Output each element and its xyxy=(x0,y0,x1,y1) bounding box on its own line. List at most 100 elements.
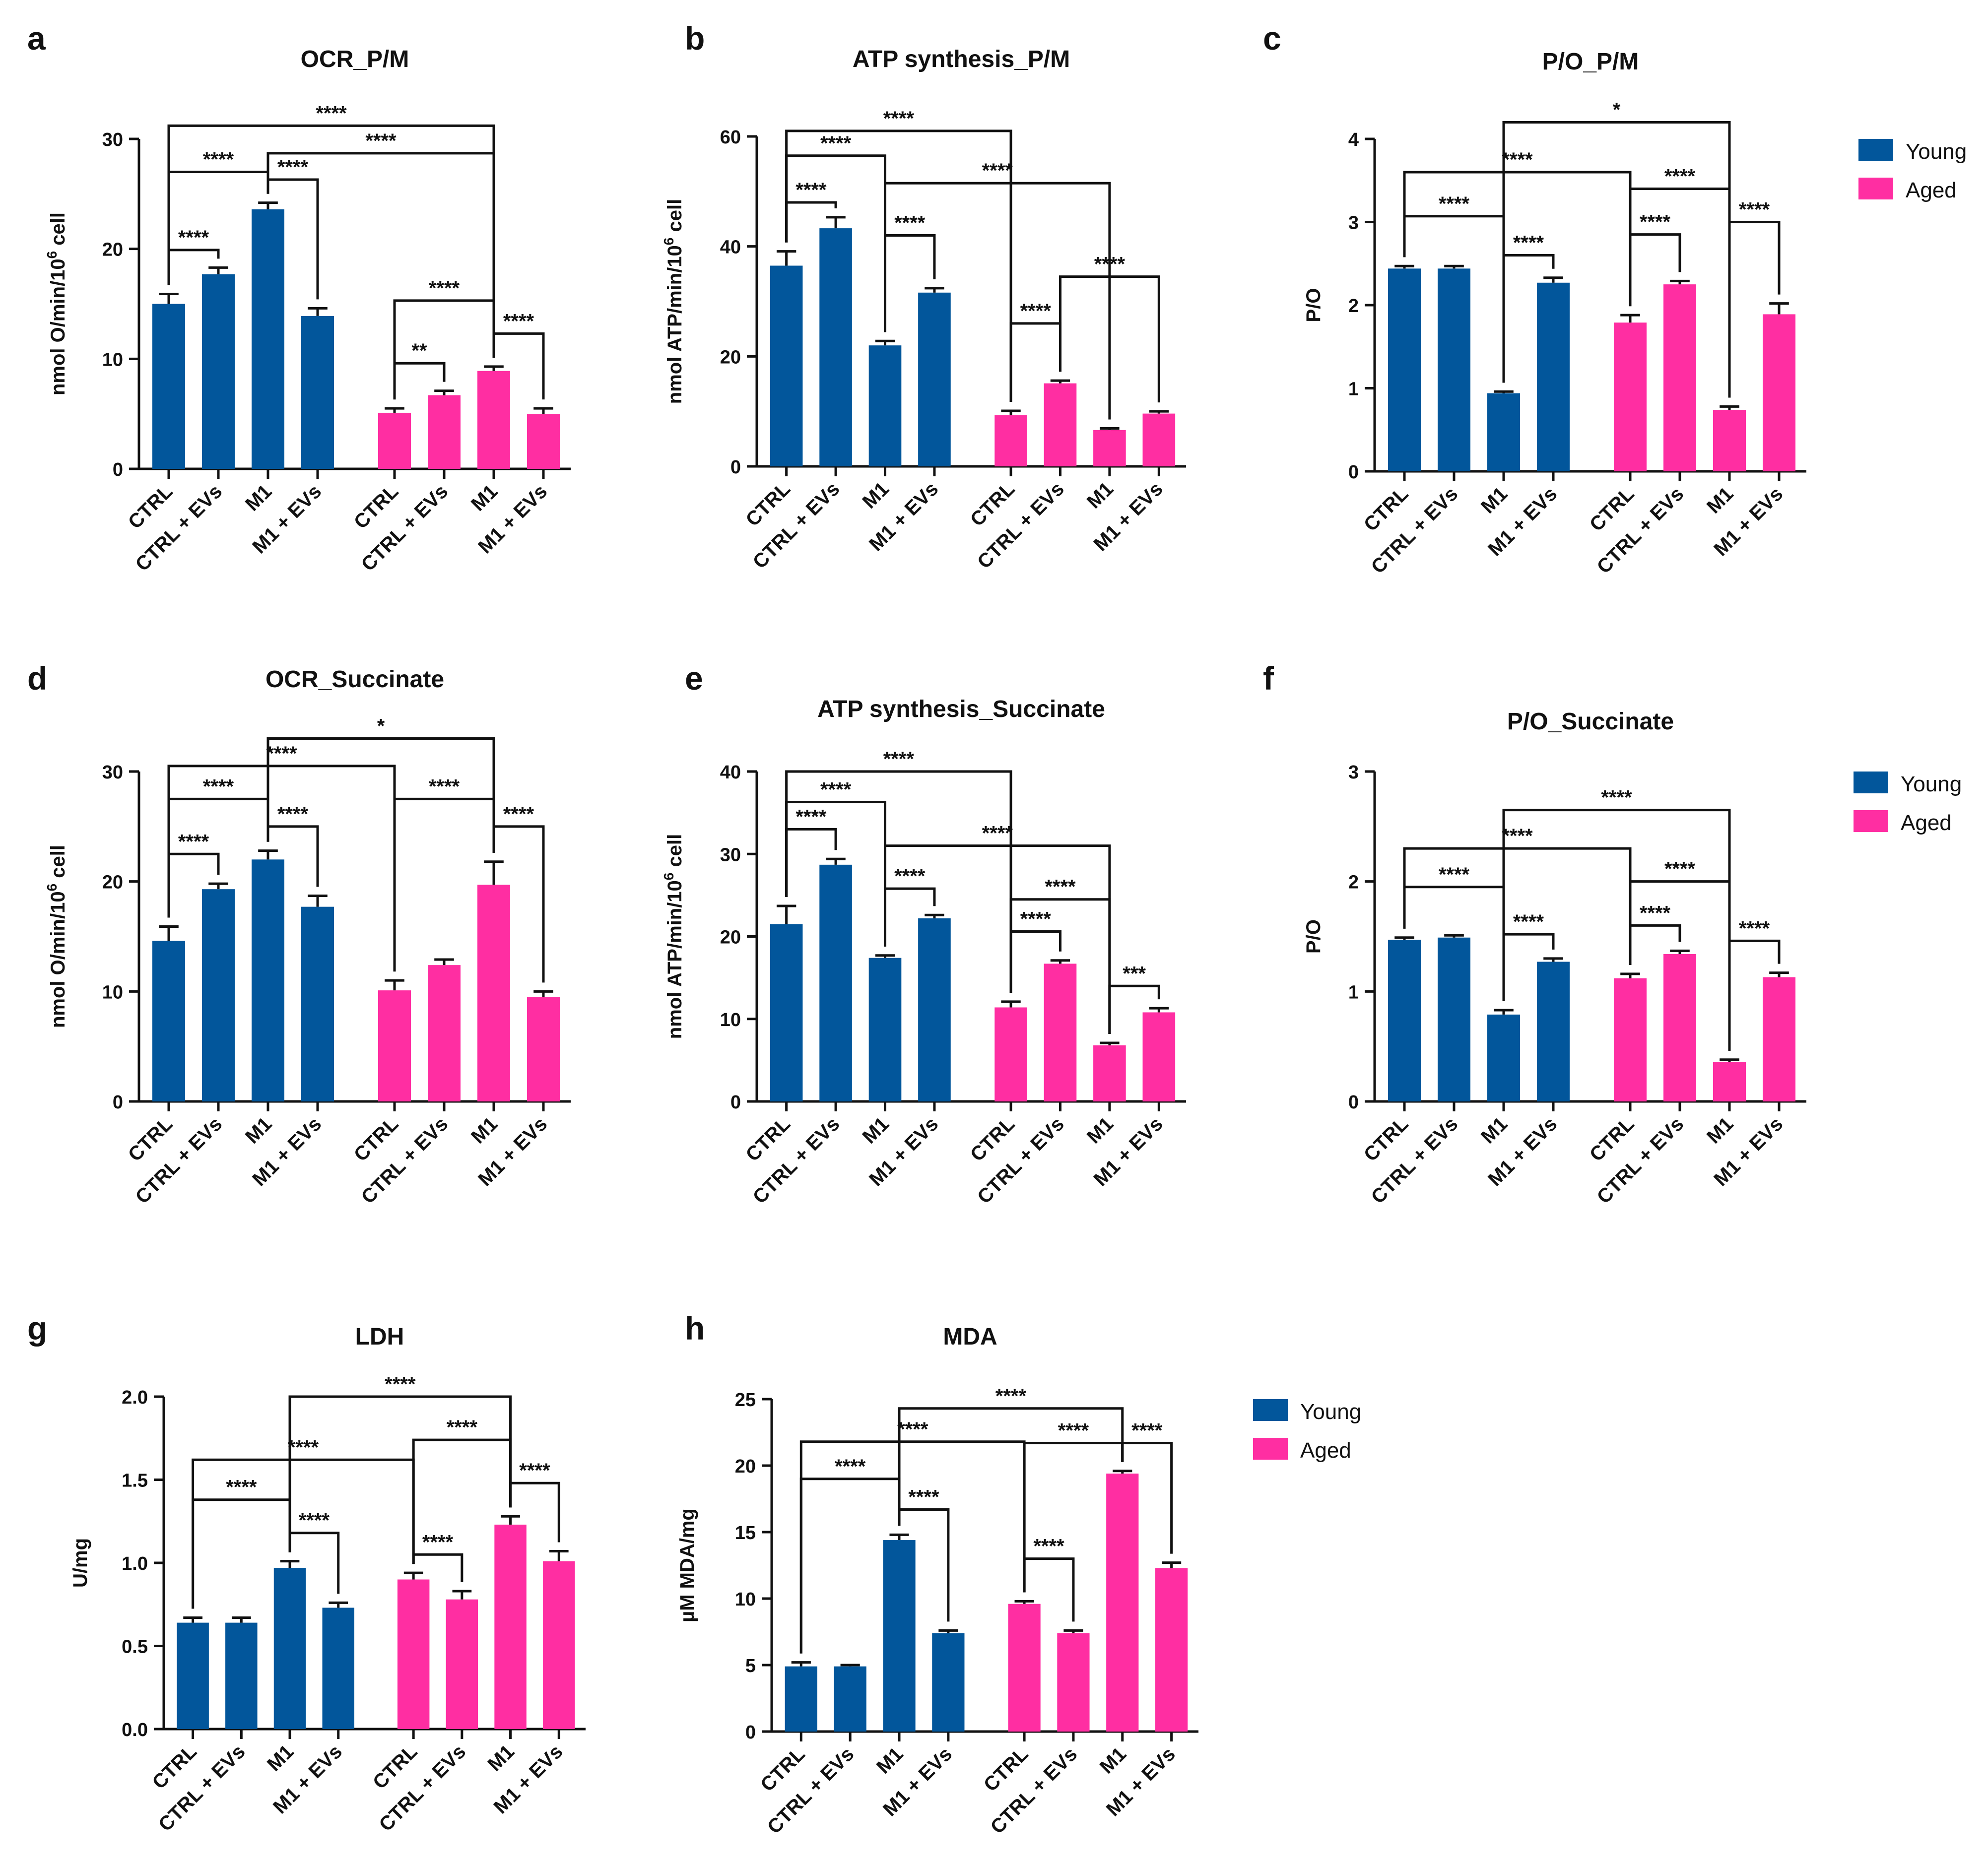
y-tick-label: 30 xyxy=(102,129,123,150)
significance-label: **** xyxy=(795,806,827,828)
aged-bar-3 xyxy=(1155,1568,1188,1732)
y-tick-label: 2 xyxy=(1348,872,1359,893)
young-bar-0 xyxy=(177,1622,209,1729)
y-tick-label: 40 xyxy=(720,237,741,258)
significance-label: **** xyxy=(883,748,915,770)
significance-bracket xyxy=(492,332,545,400)
significance-label: **** xyxy=(1094,254,1126,275)
category-label: CTRL + EVs xyxy=(987,1743,1082,1838)
aged-bar-0 xyxy=(397,1579,430,1729)
significance-label: **** xyxy=(908,1486,939,1508)
y-tick-label: 30 xyxy=(720,844,741,865)
aged-bar-1 xyxy=(428,395,461,469)
significance-label: **** xyxy=(178,227,209,249)
legend-swatch-aged xyxy=(1253,1438,1288,1460)
significance-bracket xyxy=(1629,924,1681,965)
category-label: CTRL + EVs xyxy=(749,1113,844,1208)
significance-label: **** xyxy=(422,1531,454,1553)
significance-label: **** xyxy=(503,803,534,825)
aged-bar-3 xyxy=(1763,977,1795,1101)
panel-letter: c xyxy=(1263,20,1281,57)
significance-bracket xyxy=(167,852,220,918)
significance-bracket xyxy=(1502,933,1555,1002)
y-tick-label: 30 xyxy=(102,762,123,783)
young-bar-2 xyxy=(883,1540,916,1732)
significance-bracket xyxy=(266,178,319,300)
y-tick-label: 10 xyxy=(102,982,123,1003)
y-tick-label: 3 xyxy=(1348,213,1359,234)
significance-label: **** xyxy=(503,310,534,332)
aged-bar-2 xyxy=(494,1524,527,1729)
aged-bar-1 xyxy=(1663,954,1696,1101)
aged-bar-1 xyxy=(428,965,461,1101)
significance-bracket xyxy=(1502,254,1555,383)
aged-bar-1 xyxy=(1663,284,1696,471)
category-label: CTRL + EVs xyxy=(357,480,453,576)
significance-label: ** xyxy=(411,340,427,362)
legend-label-young: Young xyxy=(1901,772,1962,796)
aged-bar-0 xyxy=(378,412,411,469)
y-tick-label: 15 xyxy=(735,1523,756,1544)
category-label: CTRL + EVs xyxy=(973,1113,1068,1208)
y-tick-label: 1 xyxy=(1348,982,1359,1003)
category-label: CTRL + EVs xyxy=(749,478,844,573)
category-label: M1 xyxy=(1703,483,1737,517)
significance-bracket xyxy=(1023,1557,1075,1622)
significance-label: **** xyxy=(277,803,309,825)
y-axis-label: P/O xyxy=(1303,288,1325,322)
significance-label: **** xyxy=(519,1460,550,1481)
y-tick-label: 20 xyxy=(102,240,123,260)
significance-label: **** xyxy=(203,775,234,797)
aged-bar-0 xyxy=(994,1007,1027,1101)
y-tick-label: 0 xyxy=(1348,462,1359,483)
significance-label: **** xyxy=(226,1477,257,1498)
chart-title: MDA xyxy=(943,1324,997,1350)
y-tick-label: 20 xyxy=(735,1456,756,1477)
aged-bar-3 xyxy=(543,1561,575,1729)
panel-letter: h xyxy=(685,1310,705,1347)
aged-bar-0 xyxy=(994,415,1027,466)
young-bar-3 xyxy=(918,918,951,1101)
legend-label-young: Young xyxy=(1300,1400,1361,1424)
legend-label-aged: Aged xyxy=(1901,811,1952,835)
young-bar-2 xyxy=(868,958,902,1101)
aged-bar-3 xyxy=(527,414,560,469)
young-bar-0 xyxy=(785,1666,817,1732)
category-label: CTRL + EVs xyxy=(132,480,227,576)
category-label: M1 xyxy=(858,478,893,513)
significance-bracket xyxy=(884,887,936,947)
significance-label: **** xyxy=(1439,193,1470,215)
legend-swatch-aged xyxy=(1854,810,1888,832)
significance-label: **** xyxy=(178,831,209,852)
chart-title: ATP synthesis_Succinate xyxy=(817,696,1105,722)
significance-bracket xyxy=(898,1407,1124,1526)
y-tick-label: 10 xyxy=(720,1010,741,1030)
significance-bracket xyxy=(1629,233,1681,307)
significance-bracket xyxy=(1121,1441,1173,1554)
aged-bar-3 xyxy=(527,997,560,1101)
young-bar-1 xyxy=(1438,937,1470,1101)
category-label: M1 xyxy=(872,1743,907,1778)
significance-label: **** xyxy=(894,865,926,887)
y-axis-label: nmol O/min/106 cell xyxy=(44,212,69,395)
aged-bar-3 xyxy=(1142,1012,1176,1101)
significance-bracket xyxy=(898,1508,950,1622)
category-label: CTRL + EVs xyxy=(1593,483,1688,578)
legend-swatch-young xyxy=(1858,139,1893,161)
significance-label: **** xyxy=(1502,149,1533,171)
y-tick-label: 10 xyxy=(735,1589,756,1610)
significance-bracket xyxy=(393,362,446,400)
significance-label: **** xyxy=(982,160,1013,182)
aged-bar-2 xyxy=(1713,1062,1746,1101)
y-tick-label: 1 xyxy=(1348,379,1359,400)
significance-label: **** xyxy=(1513,232,1544,254)
significance-bracket xyxy=(393,299,495,400)
legend-swatch-aged xyxy=(1858,178,1893,199)
aged-bar-0 xyxy=(1614,322,1647,471)
y-tick-label: 0 xyxy=(113,1092,123,1113)
